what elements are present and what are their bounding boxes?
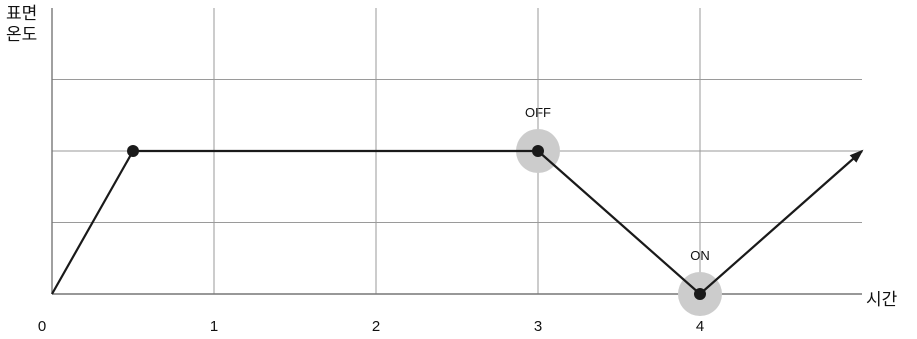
data-point-2: [532, 145, 544, 157]
data-point-1: [127, 145, 139, 157]
x-tick-1: 1: [209, 318, 219, 335]
y-axis-label-line-1: 표면: [6, 4, 38, 24]
x-axis-label: 시간: [866, 290, 898, 310]
y-axis-label-line-2: 온도: [6, 25, 38, 45]
y-axis-label: 표면 온도: [6, 4, 37, 46]
data-point-3: [694, 288, 706, 300]
x-tick-4: 4: [695, 318, 705, 335]
x-tick-0: 0: [37, 318, 47, 335]
x-tick-3: 3: [533, 318, 543, 335]
x-tick-2: 2: [371, 318, 381, 335]
